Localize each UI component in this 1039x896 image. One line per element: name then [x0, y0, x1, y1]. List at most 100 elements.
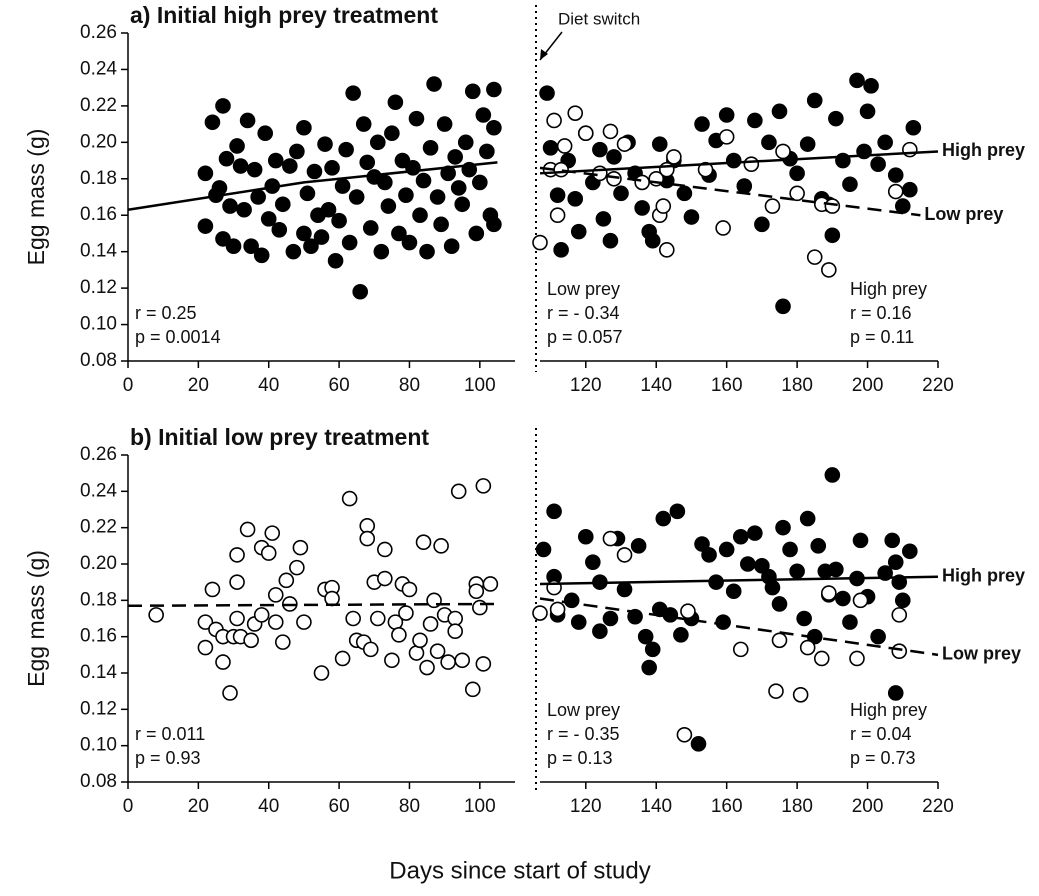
data-point [637, 628, 654, 645]
data-point [810, 538, 827, 554]
data-point [197, 639, 214, 656]
data-point [718, 129, 735, 145]
data-point [384, 125, 400, 142]
data-point [377, 541, 393, 558]
x-tick-label: 100 [464, 375, 496, 396]
data-point [229, 574, 245, 590]
data-point [715, 220, 731, 236]
data-point [821, 585, 837, 601]
stat-text: r = 0.011 [135, 724, 205, 744]
data-point [306, 163, 323, 180]
y-tick-label: 0.24 [80, 480, 117, 501]
data-point [775, 298, 791, 315]
data-point [764, 579, 781, 596]
data-point [267, 614, 284, 630]
y-tick-label: 0.18 [80, 168, 117, 189]
data-point [799, 136, 816, 152]
data-point [222, 198, 238, 214]
data-point [634, 200, 650, 216]
annotation: Diet switch [558, 9, 640, 28]
data-point [148, 607, 164, 623]
y-tick-label: 0.14 [80, 662, 117, 683]
data-point [553, 242, 569, 258]
data-point [398, 187, 414, 203]
data-point [457, 134, 474, 151]
data-point [891, 607, 908, 623]
data-point [567, 191, 584, 207]
y-tick-label: 0.12 [80, 698, 117, 719]
y-tick-label: 0.20 [80, 553, 117, 574]
x-tick-label: 220 [922, 796, 954, 817]
y-axis-label: Egg mass (g) [23, 550, 49, 687]
data-point [852, 592, 869, 609]
data-point [902, 543, 918, 560]
data-point [708, 574, 724, 590]
x-tick-label: 180 [781, 375, 813, 396]
data-point [391, 225, 407, 242]
data-point [419, 659, 435, 676]
data-point [725, 583, 742, 600]
data-point [701, 547, 717, 563]
data-point [553, 161, 569, 178]
data-point [222, 685, 238, 701]
data-point [243, 238, 259, 254]
data-point [613, 185, 629, 202]
fit-line [539, 150, 939, 175]
x-tick-label: 80 [399, 375, 420, 396]
data-point [828, 110, 844, 127]
data-point [570, 614, 587, 630]
data-point [260, 211, 277, 227]
data-point [433, 216, 449, 233]
data-point [377, 174, 393, 191]
data-point [824, 227, 841, 244]
data-point [482, 576, 499, 592]
data-point [352, 283, 369, 300]
data-point [556, 138, 573, 154]
data-point [870, 628, 886, 645]
stat-text: Low prey [547, 700, 620, 720]
data-point [412, 207, 428, 224]
x-tick-label: 40 [258, 796, 279, 817]
stat-text: r = 0.16 [850, 303, 912, 323]
stat-text: r = 0.04 [850, 724, 912, 744]
data-point [204, 114, 221, 131]
y-tick-label: 0.08 [80, 771, 117, 792]
stat-text: p = 0.11 [850, 327, 914, 347]
data-point [806, 92, 823, 109]
data-point [197, 165, 214, 182]
y-tick-label: 0.22 [80, 95, 117, 116]
y-tick-label: 0.18 [80, 589, 117, 610]
data-point [771, 632, 788, 649]
data-point [292, 539, 309, 556]
data-point [782, 541, 798, 558]
data-point [644, 641, 661, 658]
stat-text: r = - 0.34 [547, 303, 620, 323]
data-point [616, 547, 633, 563]
data-point [595, 211, 612, 227]
y-tick-label: 0.14 [80, 241, 117, 262]
data-point [454, 652, 471, 669]
data-point [299, 185, 316, 202]
data-point [447, 610, 463, 627]
y-tick-label: 0.22 [80, 517, 117, 538]
data-point [472, 599, 488, 616]
data-point [666, 149, 682, 165]
data-point [683, 209, 700, 225]
data-point [267, 152, 284, 169]
data-point [655, 198, 672, 214]
data-point [345, 85, 361, 101]
data-point [380, 198, 397, 214]
data-point [197, 614, 214, 630]
data-point [274, 196, 291, 213]
stat-text: p = 0.93 [135, 748, 201, 768]
data-point [236, 201, 252, 218]
data-point [475, 107, 492, 123]
data-point [863, 78, 879, 94]
data-point [835, 590, 851, 607]
data-point [676, 185, 693, 202]
data-point [359, 518, 376, 534]
data-point [369, 610, 386, 627]
data-point [694, 536, 710, 552]
data-point [824, 467, 841, 483]
data-point [334, 650, 351, 667]
